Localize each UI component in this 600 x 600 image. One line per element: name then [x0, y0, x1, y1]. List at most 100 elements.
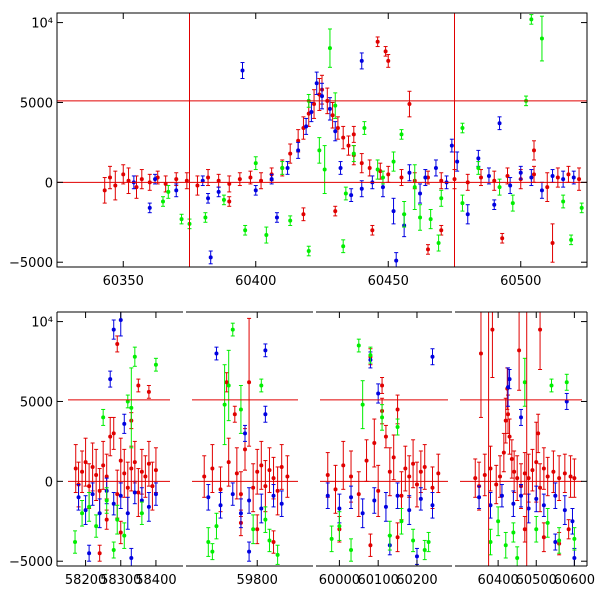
bottom-data-point [473, 458, 478, 498]
bottom-data-point [251, 463, 256, 513]
top-data-point [200, 175, 205, 187]
bottom-data-point [553, 533, 558, 551]
top-data-point [309, 101, 314, 123]
bottom-x-tick-label: 60500 [516, 573, 557, 588]
top-data-point [532, 140, 536, 161]
top-data-point [206, 169, 211, 187]
bottom-data-point [541, 493, 546, 517]
top-data-point [370, 224, 375, 236]
bottom-data-point [325, 482, 330, 509]
bottom-data-point [132, 346, 137, 367]
bottom-data-point [526, 493, 531, 524]
bottom-data-point [238, 384, 243, 434]
top-data-point [500, 232, 505, 244]
top-data-point [529, 14, 534, 25]
top-data-point [561, 170, 566, 188]
top-data-point [341, 125, 346, 150]
top-data-point [221, 194, 226, 206]
bottom-data-point [111, 541, 116, 559]
top-data-point [346, 135, 351, 156]
bottom-data-point [387, 447, 392, 497]
bottom-data-point [271, 484, 276, 508]
bottom-data-point [224, 372, 229, 393]
bottom-y-tick-label: 0 [45, 475, 53, 490]
top-data-point [359, 153, 364, 174]
top-data-point [338, 161, 343, 175]
bottom-data-point [83, 437, 88, 487]
bottom-data-point [522, 452, 527, 495]
top-data-point [375, 159, 380, 180]
bottom-data-point [541, 447, 546, 490]
top-data-point [439, 189, 444, 207]
bottom-data-point [150, 461, 155, 511]
bottom-data-point [104, 487, 109, 514]
top-data-point [166, 185, 171, 199]
top-data-point [240, 62, 245, 79]
top-data-point [386, 54, 391, 68]
top-x-tick-label: 60450 [368, 274, 409, 289]
bottom-segment [325, 338, 441, 565]
bottom-data-point [349, 538, 354, 562]
bottom-data-point [333, 464, 338, 514]
bottom-data-point [530, 448, 535, 492]
bottom-data-point [275, 466, 280, 516]
bottom-data-point [403, 445, 408, 492]
top-data-point [407, 90, 412, 118]
bottom-data-point [111, 416, 116, 450]
top-data-point [539, 15, 544, 62]
bottom-data-point [499, 484, 504, 508]
bottom-data-point [259, 493, 264, 524]
bottom-data-point [349, 485, 354, 509]
bottom-data-point [143, 455, 148, 498]
top-data-point [333, 92, 338, 119]
top-data-point [349, 188, 354, 203]
top-data-point [174, 183, 179, 198]
top-data-point [327, 97, 332, 121]
top-data-point [259, 172, 264, 190]
bottom-data-point [380, 376, 385, 394]
bottom-segment [473, 312, 577, 566]
top-data-point [134, 175, 139, 199]
bottom-data-point [490, 312, 495, 378]
top-data-point [367, 159, 372, 177]
top-data-point [341, 239, 346, 254]
bottom-segment [202, 317, 290, 565]
bottom-data-point [226, 437, 231, 487]
bottom-data-point [477, 485, 482, 509]
bottom-x-tick-label: 60200 [396, 573, 437, 588]
top-data-point [314, 71, 319, 95]
bottom-data-point [202, 455, 207, 498]
top-data-point [561, 194, 566, 209]
top-data-point [121, 164, 126, 185]
bottom-x-tick-label: 60400 [477, 573, 518, 588]
top-data-point [380, 170, 385, 185]
top-plot-area [57, 13, 587, 267]
top-data-point [476, 161, 481, 175]
top-data-point [333, 121, 338, 142]
top-data-point [436, 234, 441, 252]
bottom-data-point [115, 335, 120, 353]
bottom-data-point [488, 445, 493, 492]
bottom-data-point [488, 492, 493, 519]
top-tick-labels: −5000 0 5000 10⁴ 60350 60400 60450 60500 [9, 13, 587, 289]
bottom-data-point [87, 492, 92, 522]
bottom-data-point [267, 447, 272, 494]
top-data-point [426, 170, 430, 185]
bottom-data-point [414, 461, 419, 508]
top-data-point [227, 196, 232, 207]
top-data-point [391, 151, 396, 172]
bottom-data-point [436, 453, 441, 494]
bottom-data-point [267, 528, 272, 553]
top-panel: −5000 0 5000 10⁴ 60350 60400 60450 60500 [9, 12, 588, 289]
bottom-data-point [146, 384, 151, 399]
bottom-data-point [430, 492, 435, 519]
top-data-point [327, 28, 332, 68]
bottom-data-point [139, 501, 144, 525]
bottom-frame [56, 311, 588, 567]
top-data-point [274, 212, 279, 223]
bottom-data-point [572, 458, 577, 498]
top-data-point [460, 122, 465, 134]
bottom-data-point [234, 447, 239, 500]
top-data-point [479, 169, 483, 187]
bottom-data-point [259, 378, 264, 393]
